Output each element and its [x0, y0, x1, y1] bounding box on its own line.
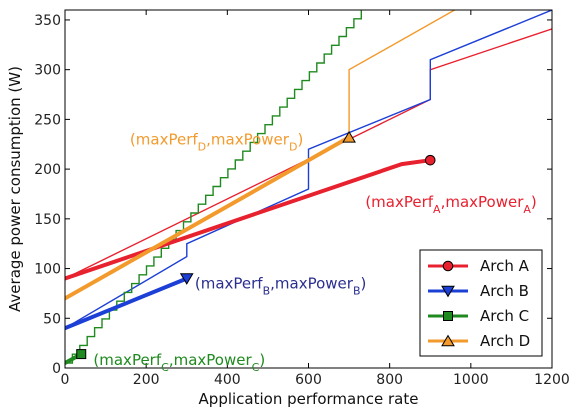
arch-c-annotation: (maxPerfC,maxPowerC) — [93, 351, 265, 374]
legend-marker-arch-a — [442, 260, 454, 272]
x-tick-label: 1000 — [453, 372, 489, 388]
legend-label-arch-b: Arch B — [480, 282, 529, 300]
x-tick-label: 200 — [133, 372, 160, 388]
y-tick-label: 100 — [34, 262, 61, 278]
legend-label-arch-c: Arch C — [480, 307, 529, 325]
x-axis-title: Application performance rate — [199, 390, 419, 408]
y-tick-label: 350 — [34, 13, 61, 29]
legend: Arch A Arch B Arch C Arch D — [419, 249, 543, 357]
y-tick-label: 300 — [34, 63, 61, 79]
legend-marker-arch-d — [441, 334, 455, 347]
arch-d-thick-line — [65, 135, 352, 301]
arch-d-line — [65, 10, 455, 300]
arch-b-annotation: (maxPerfB,maxPowerB) — [195, 274, 367, 297]
annotations: (maxPerfA,maxPowerA) (maxPerfB,maxPowerB)… — [93, 130, 536, 374]
arch-b-thick-line — [65, 276, 189, 331]
x-tick-label: 600 — [295, 372, 322, 388]
arch-a-annotation: (maxPerfA,maxPowerA) — [365, 193, 536, 216]
legend-label-arch-d: Arch D — [480, 332, 530, 350]
x-tick-label: 0 — [61, 372, 70, 388]
plot-content — [65, 10, 552, 365]
arch-d-max-point — [342, 130, 356, 143]
y-tick-label: 50 — [43, 311, 61, 327]
arch-d-annotation: (maxPerfD,maxPowerD) — [130, 130, 303, 153]
x-tick-label: 400 — [214, 372, 241, 388]
y-tick-label: 250 — [34, 112, 61, 128]
y-tick-label: 200 — [34, 162, 61, 178]
legend-box — [419, 249, 543, 357]
arch-a-max-point — [424, 154, 436, 166]
legend-marker-arch-c — [443, 311, 453, 321]
arch-a-thick-line — [65, 158, 433, 281]
arch-b-line — [65, 10, 552, 329]
legend-label-arch-a: Arch A — [480, 257, 530, 275]
legend-marker-arch-b — [441, 285, 455, 298]
arch-b-max-point — [179, 273, 194, 285]
y-axis-title: Average power consumption (W) — [6, 66, 24, 312]
axes: 0 200 400 600 800 1000 1200 0 50 100 150 200 250 300 3… — [34, 10, 570, 388]
x-tick-label: 800 — [376, 372, 403, 388]
y-tick-label: 0 — [52, 361, 61, 377]
y-tick-label: 150 — [34, 212, 61, 228]
arch-c-max-point — [76, 349, 87, 360]
x-tick-label: 1200 — [534, 372, 570, 388]
